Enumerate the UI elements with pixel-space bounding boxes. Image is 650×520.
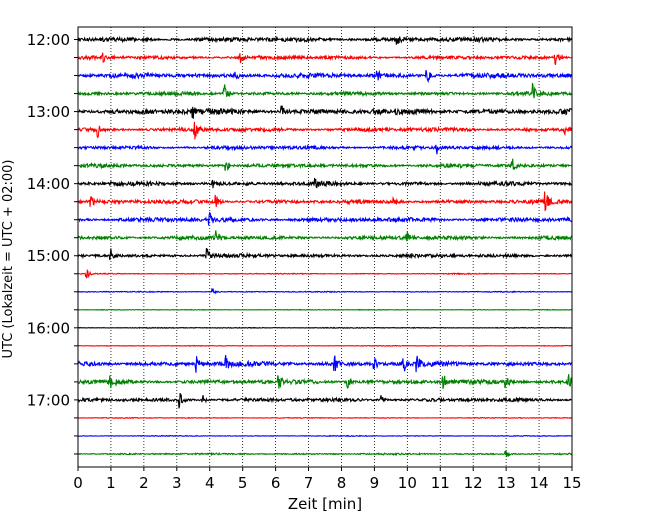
trace-line (77, 268, 573, 279)
trace-layer (77, 35, 573, 458)
trace-line (77, 344, 573, 347)
trace-line (77, 434, 573, 438)
x-tick-label: 6 (271, 474, 281, 492)
trace-line (77, 287, 573, 295)
x-tick-label: 2 (139, 474, 149, 492)
trace-line (77, 82, 573, 99)
grid-lines (110, 27, 540, 467)
x-tick-label: 9 (370, 474, 380, 492)
x-axis-ticks: 0 1 2 3 4 5 6 7 8 9 10 11 12 13 14 15 (73, 467, 582, 492)
y-tick-label: 17:00 (27, 391, 70, 409)
trace-line (77, 35, 573, 45)
trace-line (77, 105, 573, 119)
trace-line (77, 374, 573, 389)
x-tick-label: 3 (172, 474, 182, 492)
trace-line (77, 158, 573, 171)
trace-line (77, 248, 573, 261)
trace-line (77, 308, 573, 311)
x-tick-label: 13 (497, 474, 516, 492)
trace-line (77, 177, 573, 189)
y-axis-label: UTC (Lokalzeit = UTC + 02:00) (1, 160, 16, 359)
trace-line (77, 143, 573, 155)
trace-line (77, 354, 573, 373)
x-tick-label: 0 (73, 474, 83, 492)
x-tick-label: 14 (530, 474, 549, 492)
trace-line (77, 230, 573, 242)
trace-line (77, 69, 573, 84)
x-tick-label: 7 (304, 474, 314, 492)
x-tick-label: 4 (205, 474, 215, 492)
x-tick-label: 15 (562, 474, 581, 492)
x-tick-label: 5 (238, 474, 248, 492)
trace-line (77, 392, 573, 409)
trace-line (77, 211, 573, 226)
x-tick-label: 10 (398, 474, 417, 492)
x-tick-label: 8 (337, 474, 347, 492)
trace-line (77, 191, 573, 212)
y-tick-label: 14:00 (27, 175, 70, 193)
y-tick-label: 15:00 (27, 247, 70, 265)
trace-line (77, 326, 573, 329)
y-axis-ticks: 12:00 13:00 14:00 15:00 16:00 17:00 (27, 31, 78, 455)
trace-line (77, 450, 573, 458)
x-tick-label: 1 (106, 474, 116, 492)
plot-frame (77, 26, 573, 468)
trace-line (77, 416, 573, 420)
x-axis-label: Zeit [min] (288, 495, 362, 513)
trace-line (77, 121, 573, 140)
x-tick-label: 11 (431, 474, 450, 492)
y-tick-label: 12:00 (27, 31, 70, 49)
y-tick-label: 16:00 (27, 319, 70, 337)
y-tick-label: 13:00 (27, 103, 70, 121)
x-tick-label: 12 (464, 474, 483, 492)
trace-line (77, 52, 573, 65)
